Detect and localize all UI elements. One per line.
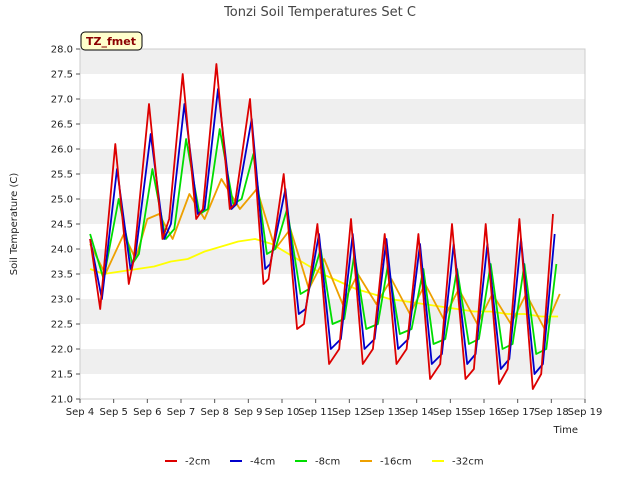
series-line-minus-8cm [89, 128, 558, 355]
y-tick-label: 21.0 [51, 395, 73, 406]
y-tick-label: 23.0 [51, 295, 73, 306]
grid-band [80, 49, 585, 74]
y-tick-label: 22.5 [51, 320, 73, 331]
legend-label: -2cm [185, 457, 210, 468]
x-tick-label: Sep 7 [167, 407, 195, 418]
grid-band [80, 149, 585, 174]
y-tick-label: 25.5 [51, 170, 73, 181]
x-tick-label: Sep 15 [433, 407, 468, 418]
y-tick-label: 21.5 [51, 370, 73, 381]
x-tick-label: Sep 12 [332, 407, 367, 418]
series-line-minus-2cm [89, 63, 554, 390]
y-tick-label: 28.0 [51, 45, 73, 56]
y-axis-ticks: 21.0 21.5 22.0 22.5 23.0 23.5 24.0 24.5 25.0 25.5… [51, 45, 80, 406]
y-tick-label: 22.0 [51, 345, 73, 356]
legend-label: -8cm [315, 457, 340, 468]
grid-band [80, 99, 585, 124]
y-tick-label: 24.0 [51, 245, 73, 256]
x-tick-label: Sep 14 [399, 407, 434, 418]
x-tick-label: Sep 11 [298, 407, 333, 418]
y-tick-label: 26.0 [51, 145, 73, 156]
legend-label: -4cm [250, 457, 275, 468]
series-lines [89, 63, 561, 390]
chart-title: Tonzi Soil Temperatures Set C [223, 5, 416, 20]
legend-label: -32cm [452, 457, 484, 468]
y-axis-label: Soil Temperature (C) [9, 173, 20, 276]
y-tick-label: 23.5 [51, 270, 73, 281]
y-tick-label: 27.0 [51, 95, 73, 106]
x-tick-label: Sep 5 [99, 407, 127, 418]
x-tick-label: Sep 17 [500, 407, 535, 418]
x-tick-label: Sep 6 [133, 407, 161, 418]
x-tick-label: Sep 13 [366, 407, 401, 418]
tag-label: TZ_fmet [86, 35, 136, 48]
x-tick-label: Sep 8 [200, 407, 228, 418]
y-tick-label: 24.5 [51, 220, 73, 231]
grid-bands [80, 49, 585, 374]
y-tick-label: 25.0 [51, 195, 73, 206]
grid-band [80, 199, 585, 224]
y-tick-label: 27.5 [51, 70, 73, 81]
tz-fmet-tag: TZ_fmet [80, 31, 143, 51]
series-line-minus-4cm [89, 88, 556, 375]
x-axis-label: Time [553, 425, 578, 436]
x-tick-label: Sep 4 [66, 407, 94, 418]
x-axis-ticks: Sep 4 Sep 5 Sep 6 Sep 7 Sep 8 Sep 9 Sep 10Sep … [66, 399, 603, 418]
legend-label: -16cm [380, 457, 412, 468]
y-tick-label: 26.5 [51, 120, 73, 131]
x-tick-label: Sep 10 [265, 407, 300, 418]
x-tick-label: Sep 9 [234, 407, 262, 418]
legend: -2cm -4cm -8cm -16cm -32cm [165, 457, 484, 468]
x-tick-label: Sep 16 [467, 407, 502, 418]
x-tick-label: Sep 18 [534, 407, 569, 418]
grid-band [80, 249, 585, 274]
x-tick-label: Sep 19 [568, 407, 603, 418]
